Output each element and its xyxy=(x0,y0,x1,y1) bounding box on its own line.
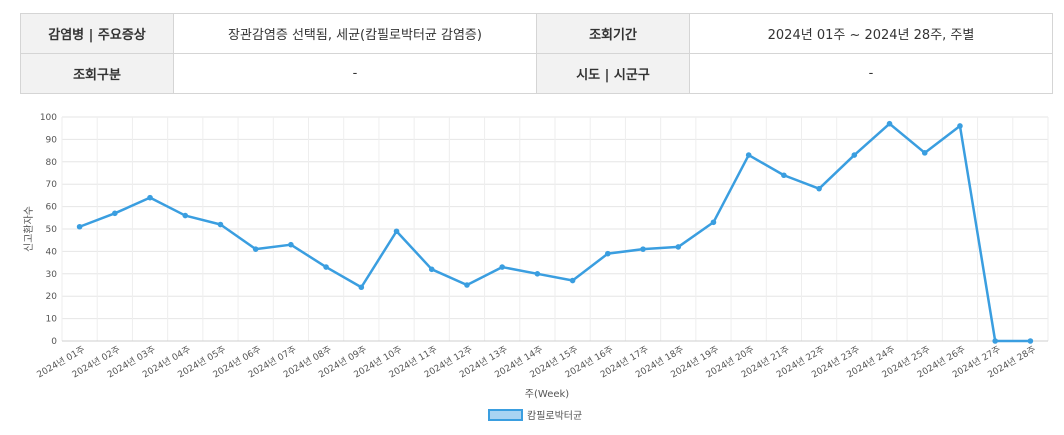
data-point[interactable] xyxy=(781,172,787,179)
data-point[interactable] xyxy=(358,284,365,291)
data-point[interactable] xyxy=(499,264,505,270)
chart-series xyxy=(76,120,1034,344)
data-point[interactable] xyxy=(992,338,998,344)
y-tick-label: 40 xyxy=(46,247,58,257)
data-point[interactable] xyxy=(957,123,963,129)
data-point[interactable] xyxy=(76,223,83,230)
data-point[interactable] xyxy=(816,185,822,192)
y-tick-label: 60 xyxy=(46,203,58,213)
chart-grid xyxy=(61,116,1049,342)
y-tick-label: 20 xyxy=(46,292,58,302)
data-point[interactable] xyxy=(569,277,576,284)
info-row-1: 감염병 | 주요증상 장관감염증 선택됨, 세균(캄필로박터균 감염증) 조회기… xyxy=(20,13,1053,54)
data-point[interactable] xyxy=(147,194,153,201)
data-point[interactable] xyxy=(323,264,329,270)
y-tick-label: 90 xyxy=(46,135,58,145)
region-label: 시도 | 시군구 xyxy=(536,53,690,94)
data-point[interactable] xyxy=(745,152,752,158)
data-point[interactable] xyxy=(921,150,928,156)
y-tick-label: 0 xyxy=(51,337,57,347)
data-point[interactable] xyxy=(886,120,893,127)
data-point[interactable] xyxy=(112,210,118,217)
data-point[interactable] xyxy=(710,219,717,226)
chart-legend[interactable]: 캄필로박터균 xyxy=(488,409,582,422)
y-axis-title: 신고환자수 xyxy=(23,206,35,252)
category-label: 조회구분 xyxy=(20,53,174,94)
data-point[interactable] xyxy=(428,266,435,273)
info-table: 감염병 | 주요증상 장관감염증 선택됨, 세균(캄필로박터균 감염증) 조회기… xyxy=(20,13,1053,94)
data-point[interactable] xyxy=(675,244,682,250)
period-value: 2024년 01주 ~ 2024년 28주, 주별 xyxy=(689,13,1053,54)
data-point[interactable] xyxy=(217,221,224,228)
data-point[interactable] xyxy=(252,246,259,252)
info-row-2: 조회구분 - 시도 | 시군구 - xyxy=(20,53,1053,94)
data-point[interactable] xyxy=(288,241,294,248)
period-label: 조회기간 xyxy=(536,13,690,54)
disease-label: 감염병 | 주요증상 xyxy=(20,13,174,54)
data-point[interactable] xyxy=(1027,338,1034,344)
y-tick-label: 80 xyxy=(46,158,58,168)
data-point[interactable] xyxy=(393,228,400,235)
disease-value: 장관감염증 선택됨, 세균(캄필로박터균 감염증) xyxy=(173,13,537,54)
y-tick-label: 50 xyxy=(46,225,58,235)
legend-label[interactable]: 캄필로박터균 xyxy=(527,410,582,422)
data-point[interactable] xyxy=(534,271,541,277)
y-tick-label: 70 xyxy=(46,180,58,190)
y-tick-label: 10 xyxy=(46,315,58,325)
legend-swatch[interactable] xyxy=(488,409,523,421)
data-point[interactable] xyxy=(464,282,470,288)
x-axis-title: 주(Week) xyxy=(525,389,569,400)
y-tick-label: 30 xyxy=(46,270,58,280)
y-axis-ticks: 0 10 20 30 40 50 60 70 80 90 100 xyxy=(40,113,57,347)
data-point[interactable] xyxy=(640,246,646,252)
data-point[interactable] xyxy=(851,152,858,158)
category-value: - xyxy=(173,53,537,94)
y-tick-label: 100 xyxy=(40,113,57,123)
data-point[interactable] xyxy=(605,250,611,257)
data-point[interactable] xyxy=(182,212,189,219)
region-value: - xyxy=(689,53,1053,94)
series-line xyxy=(79,122,1031,343)
